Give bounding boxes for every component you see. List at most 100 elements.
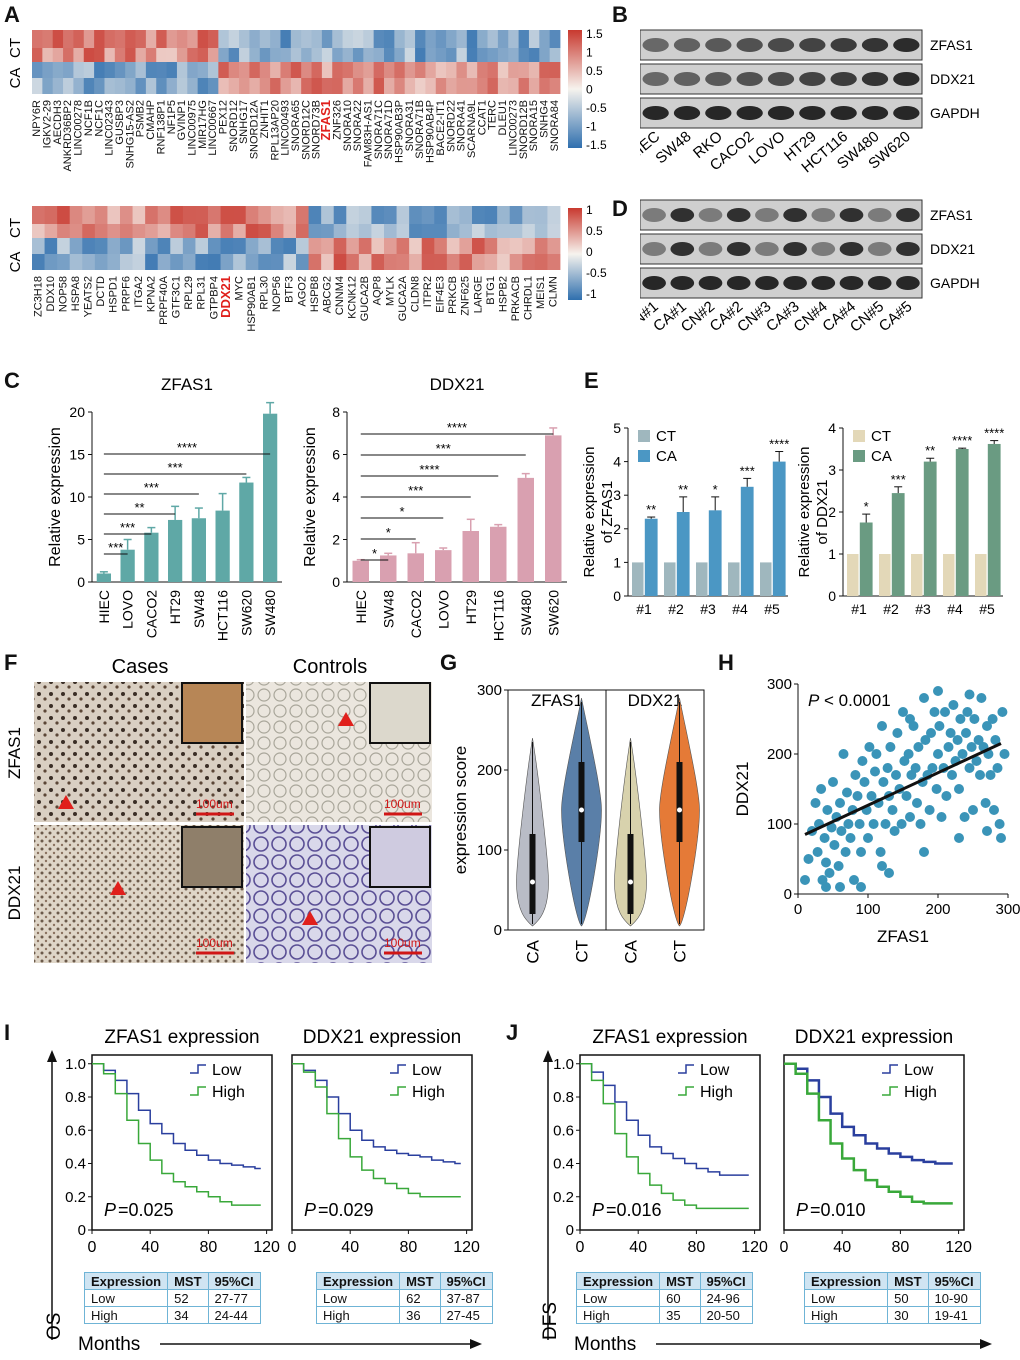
heatmap-top-gene-label: LINC00278 [73, 100, 85, 156]
ihc-col-controls: Controls [293, 656, 367, 678]
heatmap-top-cell [518, 30, 530, 48]
blot-d-label-zfas1: ZFAS1 [930, 207, 973, 223]
heatmap-bottom-cell [132, 224, 146, 238]
heatmap-bottom-gene-label: HSP90AB1 [246, 276, 258, 332]
heatmap-bottom-cell [534, 254, 548, 270]
heatmap-top-gene-label: SNORA84 [549, 100, 561, 151]
scatter-point [885, 742, 896, 752]
heatmap-bottom-gene-label: CLDN8 [409, 276, 421, 312]
heatmap-bottom-cell [321, 206, 335, 224]
heatmap-bottom-cell [107, 238, 121, 254]
heatmap-top-cell [259, 30, 271, 48]
heatmap-top-cell [249, 30, 261, 48]
western-blot-b: ZFAS1DDX21GAPDHHIECSW48RKOCACO2LOVOHT29H… [640, 29, 980, 176]
legend-swatch [638, 450, 650, 462]
heatmap-bottom-gene-label: LARGE [472, 276, 484, 313]
table-row: High 34 24-44 [83, 1306, 261, 1324]
heatmap-bottom-cell [421, 254, 435, 270]
heatmap-top-cell [384, 78, 395, 94]
heatmap-top-gene-label: LINC00273 [507, 100, 519, 156]
heatmap-bottom-cell [421, 206, 435, 224]
heatmap-top-cell [384, 48, 395, 62]
scatter-point [912, 798, 922, 808]
heatmap-top-cell [187, 48, 199, 62]
significance-stars: * [372, 546, 377, 561]
scatter-point [999, 749, 1010, 759]
table-cell: 27-45 [439, 1306, 493, 1324]
bar-ct [728, 562, 740, 596]
heatmap-top-gene-label: HSP90AB4P [425, 100, 437, 163]
heatmap-top-gene-label: SNORA15 [528, 100, 540, 151]
x-tick-label: #1 [851, 601, 867, 617]
heatmap-top-cell [280, 78, 292, 94]
blot-b-band [861, 106, 889, 120]
heatmap-top-cell [52, 62, 64, 78]
heatmap-top-gene-label: LINC02343 [104, 100, 116, 156]
heatmap-bottom-cell [396, 238, 410, 254]
heatmap-bottom-cell [270, 254, 284, 270]
heatmap-top-row-ca: CA [7, 68, 24, 89]
heatmap-bottom-cell [270, 206, 284, 224]
violin-box [529, 834, 536, 914]
ihc-inset-4 [369, 826, 431, 888]
panel-label-i: I [4, 1020, 11, 1045]
blot-b-label-ddx21: DDX21 [930, 71, 975, 87]
heatmap-top-cell [528, 78, 540, 94]
heatmap-bottom-cell [245, 206, 259, 224]
heatmap-bottom-cell [157, 238, 171, 254]
heatmap-bottom-cell [145, 238, 159, 254]
scatter-point [875, 847, 886, 857]
heatmap-top-cell [290, 48, 302, 62]
heatmap-top-cell [176, 78, 188, 94]
colorbar-top-tick: -1 [586, 120, 597, 134]
heatmap-bottom-cell [296, 224, 309, 238]
heatmap-bottom-cell [358, 224, 372, 238]
colorbar-bottom [568, 208, 582, 300]
heatmap-top-cell [63, 62, 74, 78]
bar [168, 519, 183, 582]
heatmap-bottom-cell [522, 224, 536, 238]
heatmap-top-cell [373, 78, 385, 94]
heatmap-top-cell [425, 30, 437, 48]
blot-d-band [811, 208, 836, 222]
scatter-point [864, 742, 875, 752]
heatmap-bottom-cell [346, 206, 360, 224]
y-axis-label: of ZFAS1 [599, 481, 616, 544]
scatter-point [856, 882, 866, 892]
x-tick-label: 120 [741, 1239, 768, 1256]
heatmap-top-cell [363, 62, 375, 78]
x-tick-label: #3 [700, 601, 716, 617]
heatmap-top-cell [321, 62, 333, 78]
heatmap-top-cell [104, 30, 116, 48]
heatmap-top-cell [508, 48, 519, 62]
ihc-scale-2: 100um [384, 797, 421, 811]
blot-d-band [755, 276, 779, 290]
heatmap-bottom-gene-label: AQP8 [372, 276, 384, 305]
x-tick-label: 40 [141, 1239, 159, 1256]
heatmap-bottom [32, 206, 561, 270]
heatmap-bottom-cell [396, 224, 410, 238]
heatmap-top-gene-label: SNORD12 [228, 100, 240, 152]
heatmap-bottom-cell [69, 254, 83, 270]
heatmap-top-cell [239, 62, 250, 78]
y-tick-label: 10 [69, 489, 85, 505]
table-cell: Low [315, 1289, 401, 1307]
scatter-point [816, 784, 827, 794]
heatmap-bottom-cell [333, 224, 347, 238]
y-axis-label: expression score [451, 746, 470, 875]
heatmap-bottom-cell [182, 238, 196, 254]
scatter-point [990, 735, 1001, 745]
blot-d-band [811, 242, 836, 256]
colorbar-top-tick: -0.5 [586, 101, 607, 115]
heatmap-bottom-cell [421, 238, 435, 254]
heatmap-top-cell [404, 48, 416, 62]
heatmap-bottom-cell [107, 224, 121, 238]
heatmap-bottom-cell [245, 238, 259, 254]
heatmap-top-cell [415, 78, 426, 94]
scatter-point [845, 833, 856, 843]
heatmap-top-cell [259, 48, 271, 62]
heatmap-top-gene-label: DLEU1 [497, 100, 509, 135]
heatmap-bottom-cell [509, 224, 523, 238]
heatmap-bottom-cell [145, 206, 159, 224]
heatmap-top-cell [218, 30, 230, 48]
